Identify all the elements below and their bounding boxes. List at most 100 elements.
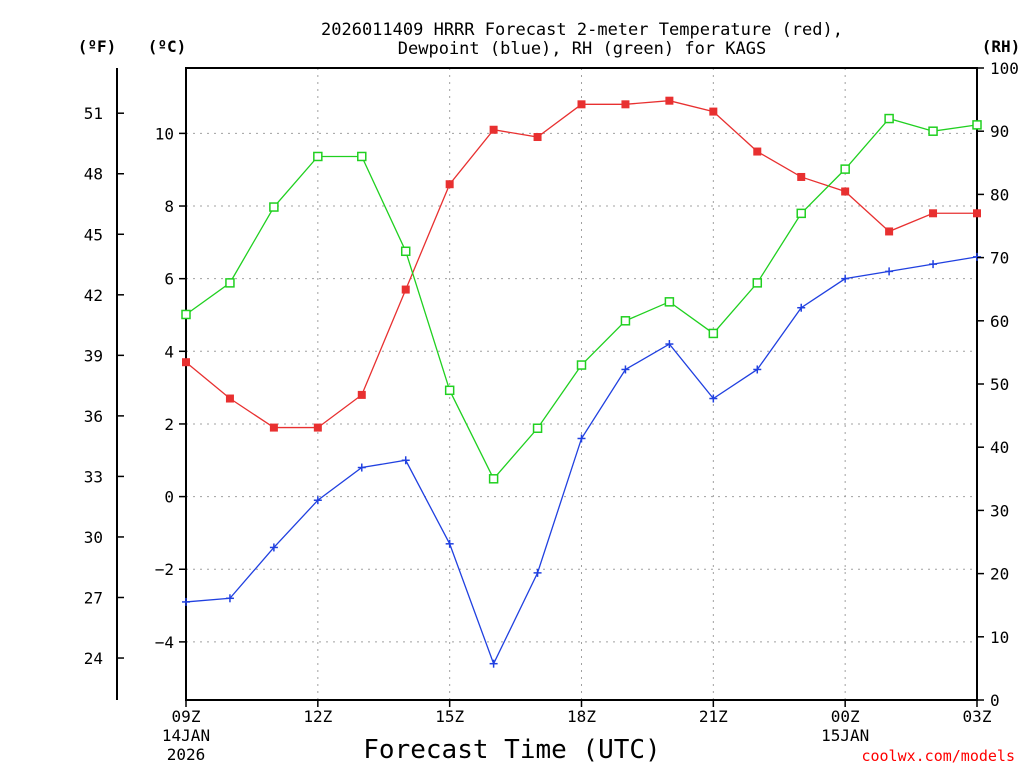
rh-point	[972, 120, 982, 130]
fahrenheit-tick-label: 24	[84, 649, 103, 668]
celsius-tick-label: 0	[164, 488, 174, 507]
fahrenheit-tick-label: 36	[84, 407, 103, 426]
dewpoint-point	[709, 394, 718, 403]
dewpoint-point	[489, 659, 498, 668]
dewpoint-point	[533, 568, 542, 577]
rh-tick-label: 70	[990, 249, 1009, 268]
chart-title-line2: Dewpoint (blue), RH (green) for KAGS	[398, 39, 766, 59]
dewpoint-point	[313, 496, 322, 505]
rh-point	[400, 246, 411, 257]
fahrenheit-tick-label: 45	[84, 225, 103, 244]
temperature-point	[401, 285, 410, 294]
celsius-tick-label: −4	[155, 633, 174, 652]
x-tick-label: 00Z	[831, 707, 860, 726]
temperature-point	[665, 96, 674, 105]
temperature-point	[577, 100, 586, 109]
dewpoint-point	[225, 594, 234, 603]
rh-tick-label: 100	[990, 59, 1019, 78]
rh-tick-label: 40	[990, 438, 1009, 457]
fahrenheit-tick-label: 42	[84, 286, 103, 305]
temperature-point	[445, 180, 454, 189]
dewpoint-point	[401, 456, 410, 465]
rh-tick-label: 30	[990, 501, 1009, 520]
dewpoint-point	[577, 434, 586, 443]
fahrenheit-tick-label: 27	[84, 588, 103, 607]
temperature-point	[709, 107, 718, 116]
rh-point	[664, 297, 675, 307]
temperature-point	[885, 227, 894, 236]
rh-tick-label: 90	[990, 122, 1009, 141]
temperature-point	[929, 209, 938, 218]
rh-point	[313, 151, 323, 162]
celsius-unit-label: (ºC)	[148, 37, 187, 56]
x-tick-label: 21Z	[699, 707, 728, 726]
rh-point	[752, 278, 763, 288]
fahrenheit-tick-label: 39	[84, 346, 103, 365]
temperature-point	[753, 147, 762, 156]
chart-title-line1: 2026011409 HRRR Forecast 2-meter Tempera…	[321, 20, 843, 40]
x-tick-label: 12Z	[303, 707, 332, 726]
temperature-point	[973, 209, 981, 218]
rh-unit-label: (RH)	[982, 37, 1021, 56]
series-layer	[181, 96, 982, 668]
dewpoint-point	[269, 543, 278, 552]
temperature-point	[533, 133, 542, 142]
rh-point	[357, 151, 367, 162]
temperature-point	[357, 390, 366, 399]
rh-tick-label: 80	[990, 185, 1009, 204]
dewpoint-point	[182, 597, 190, 606]
temperature-point	[313, 423, 322, 432]
x-tick-date: 15JAN	[821, 726, 869, 745]
temperature-point	[841, 187, 850, 196]
credit-text: coolwx.com/models	[861, 747, 1015, 765]
grid-lines	[186, 68, 977, 700]
rh-point	[181, 309, 191, 320]
fahrenheit-tick-label: 51	[84, 104, 103, 123]
rh-line	[185, 117, 978, 480]
rh-point	[225, 278, 235, 288]
celsius-tick-label: 6	[164, 270, 174, 289]
x-tick-label: 18Z	[567, 707, 596, 726]
x-tick-label: 03Z	[963, 707, 992, 726]
rh-point	[269, 202, 279, 212]
rh-tick-label: 60	[990, 312, 1009, 331]
dewpoint-point	[445, 539, 454, 548]
x-axis-title: Forecast Time (UTC)	[363, 735, 660, 765]
rh-point	[576, 360, 587, 370]
dewpoint-point	[885, 267, 894, 276]
temperature-point	[621, 100, 630, 109]
temperature-point	[797, 172, 806, 181]
rh-tick-label: 20	[990, 565, 1009, 584]
fahrenheit-tick-label: 30	[84, 528, 103, 547]
rh-point	[884, 113, 894, 124]
temperature-point	[489, 125, 498, 134]
fahrenheit-unit-label: (ºF)	[78, 37, 117, 56]
rh-point	[532, 423, 543, 433]
dewpoint-point	[797, 303, 806, 312]
fahrenheit-tick-label: 33	[84, 467, 103, 486]
rh-tick-label: 50	[990, 375, 1009, 394]
rh-tick-label: 10	[990, 628, 1009, 647]
dewpoint-point	[841, 274, 850, 283]
rh-point	[708, 328, 719, 339]
celsius-tick-label: 8	[164, 197, 174, 216]
dewpoint-point	[929, 260, 938, 269]
temperature-point	[225, 394, 234, 403]
temperature-point	[182, 358, 190, 367]
fahrenheit-tick-label: 48	[84, 165, 103, 184]
rh-tick-label: 0	[990, 691, 1000, 710]
rh-point	[840, 164, 850, 174]
x-tick-label: 15Z	[435, 707, 464, 726]
x-tick-year: 2026	[167, 745, 206, 764]
x-tick-label: 09Z	[172, 707, 201, 726]
rh-point	[444, 385, 455, 396]
x-tick-date: 14JAN	[162, 726, 210, 745]
dewpoint-point	[357, 463, 366, 472]
dewpoint-point	[621, 365, 630, 374]
celsius-tick-label: 4	[164, 342, 174, 361]
temperature-point	[269, 423, 278, 432]
rh-point	[928, 126, 938, 136]
rh-point	[796, 208, 806, 219]
